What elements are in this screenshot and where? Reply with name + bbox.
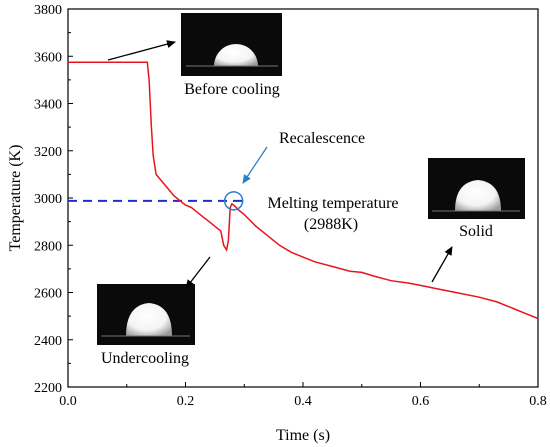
y-tick-label: 3400 (34, 98, 62, 113)
annotation-recalescence: Recalescence (279, 130, 365, 147)
x-axis-title: Time (s) (276, 427, 330, 444)
y-tick-label: 2800 (34, 239, 62, 254)
before-cooling-arrow (107, 40, 176, 61)
annotation-solid: Solid (459, 223, 493, 240)
y-tick-label: 2200 (34, 381, 62, 396)
y-tick-label: 2600 (34, 287, 62, 302)
y-tick-label: 3200 (34, 145, 62, 160)
x-tick-label: 0.0 (59, 394, 77, 409)
y-tick-label: 2400 (34, 334, 62, 349)
temperature-series-line (68, 61, 539, 320)
solid-image (428, 158, 525, 219)
undercooling-image (97, 284, 195, 345)
recalescence-marker (223, 191, 244, 211)
x-axis: 0.0 0.2 0.4 0.6 0.8 (59, 382, 547, 409)
undercooling-arrow (185, 256, 211, 289)
x-tick-label: 0.2 (177, 394, 195, 409)
solid-arrow (431, 246, 453, 283)
annotation-undercooling: Undercooling (101, 350, 189, 367)
y-tick-label: 3600 (34, 50, 62, 65)
y-axis-title: Temperature (K) (7, 145, 24, 252)
x-tick-label: 0.6 (412, 394, 430, 409)
y-tick-label: 3800 (34, 3, 62, 18)
y-axis: 2200 2400 2600 2800 3000 3200 3400 3600 3800 (34, 3, 73, 396)
annotation-melting-temperature: Melting temperature (267, 195, 398, 212)
y-tick-label: 3000 (34, 192, 62, 207)
annotation-melting-value: (2988K) (304, 216, 358, 233)
annotation-before-cooling: Before cooling (184, 81, 280, 98)
recalescence-arrow (242, 146, 268, 184)
before-cooling-image (181, 13, 282, 76)
x-tick-label: 0.8 (529, 394, 547, 409)
x-tick-label: 0.4 (294, 394, 312, 409)
